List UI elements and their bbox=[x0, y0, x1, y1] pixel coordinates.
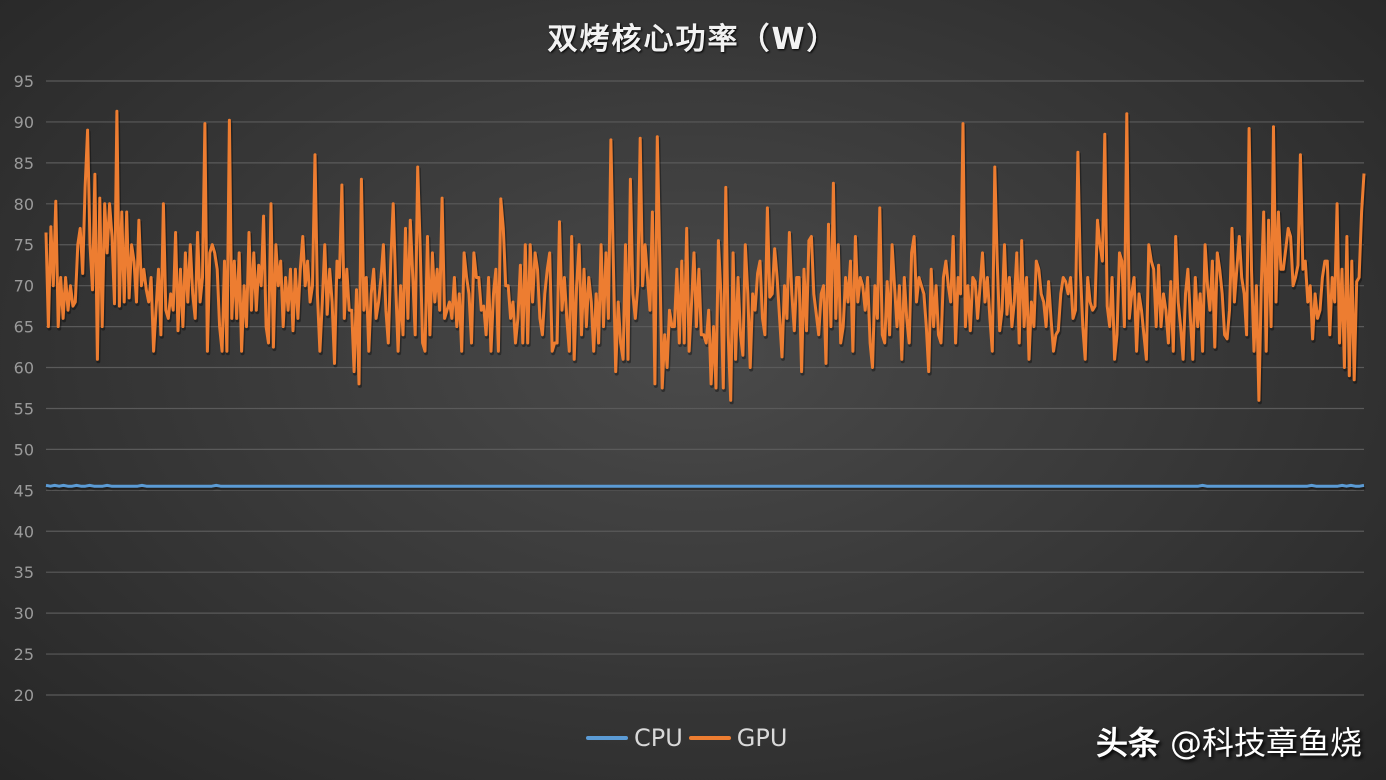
legend-label-cpu: CPU bbox=[634, 724, 683, 752]
series-line-gpu bbox=[44, 109, 1366, 402]
gridlines bbox=[46, 80, 1364, 696]
legend-item-gpu[interactable]: GPU bbox=[688, 724, 788, 752]
y-tick-label: 25 bbox=[14, 645, 34, 664]
watermark: 头条 @科技章鱼烧 bbox=[1096, 718, 1362, 764]
y-tick-label: 40 bbox=[14, 522, 34, 541]
legend: CPU GPU bbox=[586, 724, 793, 752]
y-tick-label: 75 bbox=[14, 236, 34, 255]
watermark-handle: @科技章鱼烧 bbox=[1169, 724, 1362, 762]
y-tick-label: 90 bbox=[14, 113, 34, 132]
gpu-line-swatch-icon bbox=[688, 736, 731, 740]
legend-label-gpu: GPU bbox=[736, 724, 788, 752]
series-line-cpu bbox=[45, 483, 1365, 488]
y-tick-label: 35 bbox=[14, 563, 34, 582]
legend-item-cpu[interactable]: CPU bbox=[586, 724, 683, 752]
watermark-brand: 头条 bbox=[1095, 724, 1160, 762]
y-tick-label: 95 bbox=[14, 72, 34, 91]
cpu-line-swatch-icon bbox=[586, 736, 628, 740]
series-lines bbox=[44, 109, 1367, 491]
y-tick-label: 85 bbox=[14, 154, 34, 173]
y-tick-label: 45 bbox=[14, 481, 34, 500]
chart-title: 双烤核心功率（W） bbox=[547, 22, 839, 57]
y-tick-label: 50 bbox=[14, 440, 34, 459]
y-tick-label: 30 bbox=[14, 604, 34, 623]
y-tick-label: 55 bbox=[14, 399, 34, 418]
y-axis-ticks: 20 25 30 35 40 45 50 55 60 65 70 75 80 85 90 95 bbox=[14, 72, 34, 705]
y-tick-label: 20 bbox=[14, 686, 34, 705]
y-tick-label: 60 bbox=[14, 359, 34, 378]
y-tick-label: 70 bbox=[14, 277, 34, 296]
y-tick-label: 65 bbox=[14, 318, 34, 337]
y-tick-label: 80 bbox=[14, 195, 34, 214]
